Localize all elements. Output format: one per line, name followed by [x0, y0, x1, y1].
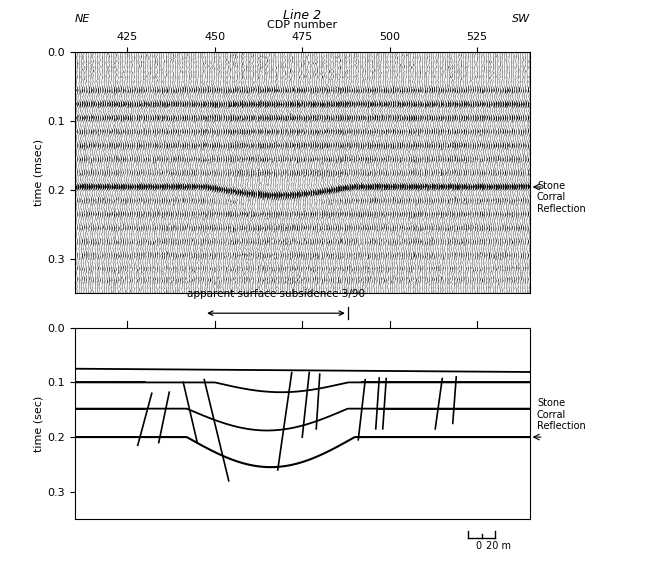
X-axis label: CDP number: CDP number	[267, 20, 337, 30]
Text: NE: NE	[75, 14, 90, 24]
Y-axis label: time (sec): time (sec)	[33, 396, 43, 451]
Text: 0: 0	[475, 541, 482, 551]
Text: apparent surface subsidence 3/90: apparent surface subsidence 3/90	[187, 289, 365, 299]
Text: Stone
Corral
Reflection: Stone Corral Reflection	[537, 398, 586, 432]
Text: 20 m: 20 m	[486, 541, 511, 551]
Text: Stone
Corral
Reflection: Stone Corral Reflection	[537, 180, 586, 214]
Y-axis label: time (msec): time (msec)	[33, 139, 43, 206]
Text: Line 2: Line 2	[283, 9, 321, 22]
Text: SW: SW	[512, 14, 530, 24]
